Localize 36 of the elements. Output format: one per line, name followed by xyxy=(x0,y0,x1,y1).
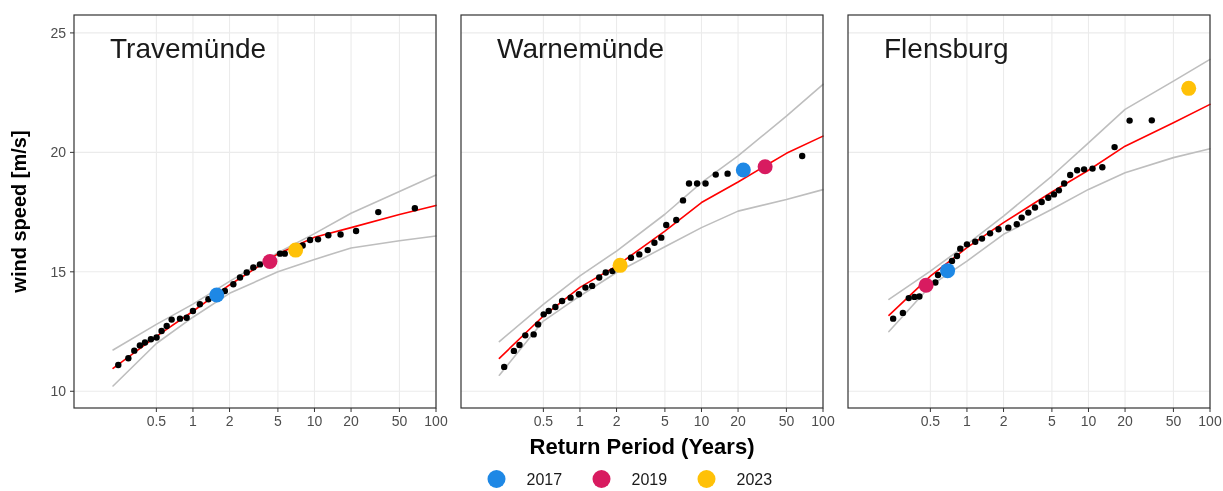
x-tick-label: 1 xyxy=(963,413,972,429)
text: Flensburg xyxy=(884,33,1009,64)
y-tick-label: 15 xyxy=(50,263,67,280)
x-tick-label: 0.5 xyxy=(533,413,554,429)
x-tick-label: 20 xyxy=(730,413,747,429)
legend-label: 2023 xyxy=(736,471,773,488)
x-tick-label: 100 xyxy=(811,413,835,429)
x-tick-label: 20 xyxy=(343,413,360,429)
x-tick-label: 0.5 xyxy=(920,413,941,429)
y-tick-label: 25 xyxy=(50,24,67,41)
x-tick-label: 10 xyxy=(693,413,710,429)
y-axis-title: wind speed [m/s] xyxy=(8,130,30,294)
x-tick-label: 0.5 xyxy=(146,413,167,429)
x-tick-label: 50 xyxy=(1165,413,1182,429)
text: Travemünde xyxy=(110,33,267,64)
x-tick-label: 2 xyxy=(612,413,621,429)
x-tick-label: 100 xyxy=(424,413,448,429)
x-tick-label: 1 xyxy=(576,413,585,429)
x-tick-label: 1 xyxy=(189,413,198,429)
x-tick-label: 50 xyxy=(391,413,408,429)
y-tick-label: 20 xyxy=(50,144,67,161)
x-axis-title: Return Period (Years) xyxy=(529,434,755,459)
text: Warnemünde xyxy=(497,33,665,64)
x-tick-label: 20 xyxy=(1117,413,1134,429)
x-tick-label: 5 xyxy=(273,413,282,429)
x-tick-label: 100 xyxy=(1198,413,1222,429)
legend-label: 2017 xyxy=(526,471,563,488)
x-tick-label: 50 xyxy=(778,413,795,429)
x-tick-label: 10 xyxy=(306,413,323,429)
x-tick-label: 5 xyxy=(660,413,669,429)
x-tick-label: 2 xyxy=(225,413,234,429)
legend-label: 2019 xyxy=(631,471,668,488)
y-tick-label: 10 xyxy=(50,383,67,400)
x-tick-label: 2 xyxy=(999,413,1008,429)
x-tick-label: 5 xyxy=(1047,413,1056,429)
x-tick-label: 10 xyxy=(1080,413,1097,429)
